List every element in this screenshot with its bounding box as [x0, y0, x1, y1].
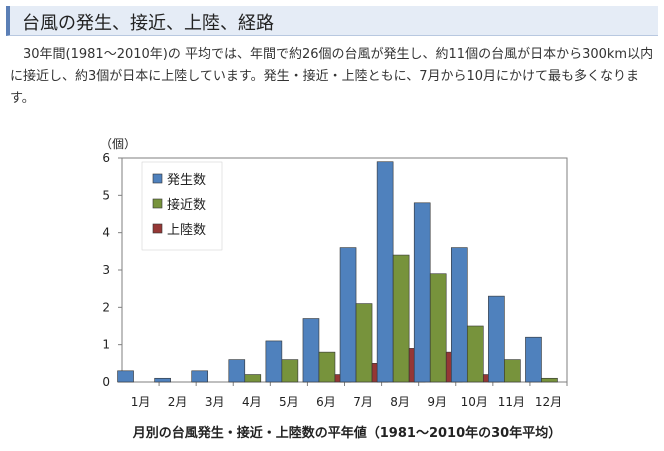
x-tick-label: 4月: [242, 395, 262, 409]
bar-1: [265, 340, 283, 383]
x-tick-label: 3月: [205, 395, 225, 409]
y-tick-label: 1: [102, 338, 110, 352]
bar-1: [228, 359, 246, 383]
x-tick-label: 7月: [353, 395, 373, 409]
chart-caption: 月別の台風発生・接近・上陸数の平年値（1981～2010年の30年平均）: [132, 425, 561, 441]
bar-1: [450, 247, 468, 383]
y-tick-label: 5: [102, 188, 110, 202]
bar-1: [488, 295, 505, 383]
bar-2: [466, 325, 484, 383]
y-tick-label: 6: [102, 151, 110, 165]
legend-label: 接近数: [167, 197, 206, 213]
bar-2: [504, 359, 521, 383]
x-tick-label: 11月: [498, 395, 525, 409]
legend-swatch: [152, 198, 163, 209]
bar-1: [191, 370, 209, 383]
y-tick-label: 0: [102, 375, 110, 389]
x-tick-label: 10月: [461, 395, 488, 409]
bar-1: [413, 202, 431, 383]
x-tick-label: 9月: [427, 395, 447, 409]
y-tick-label: 4: [102, 226, 110, 240]
x-tick-label: 8月: [390, 395, 410, 409]
intro-paragraph: 30年間(1981～2010年)の 平均では、年間で約26個の台風が発生し、約1…: [10, 47, 654, 106]
legend-swatch: [152, 173, 163, 184]
section-heading: 台風の発生、接近、上陸、経路: [6, 6, 658, 36]
bar-1: [117, 370, 134, 383]
y-axis-unit: （個）: [100, 137, 136, 151]
legend-label: 上陸数: [167, 222, 206, 238]
page-title: 台風の発生、接近、上陸、経路: [22, 13, 274, 34]
bar-1: [525, 336, 542, 383]
plot-area: 0 1 2 3 4 5 6 1月 2月 3月 4月 5月 6月 7月 8月 9月 10月 11月 12月 発生数接近数…: [102, 151, 568, 409]
x-tick-label: 1月: [131, 395, 151, 409]
bar-2: [355, 303, 373, 383]
bar-1: [154, 377, 171, 383]
bar-2: [541, 377, 558, 383]
bar-2: [244, 374, 262, 383]
x-tick-label: 2月: [168, 395, 188, 409]
x-tick-label: 6月: [316, 395, 336, 409]
y-tick-label: 3: [102, 263, 110, 277]
y-tick-label: 2: [102, 300, 110, 314]
bar-2: [281, 359, 299, 383]
bar-2: [318, 351, 336, 383]
x-tick-label: 5月: [279, 395, 299, 409]
bar-1: [302, 318, 320, 383]
legend-label: 発生数: [167, 173, 206, 188]
bar-2: [392, 254, 410, 383]
x-tick-label: 12月: [535, 395, 562, 409]
bar-2: [429, 273, 447, 383]
bar-1: [339, 247, 357, 383]
bar-1: [376, 161, 394, 383]
legend-swatch: [152, 223, 163, 234]
